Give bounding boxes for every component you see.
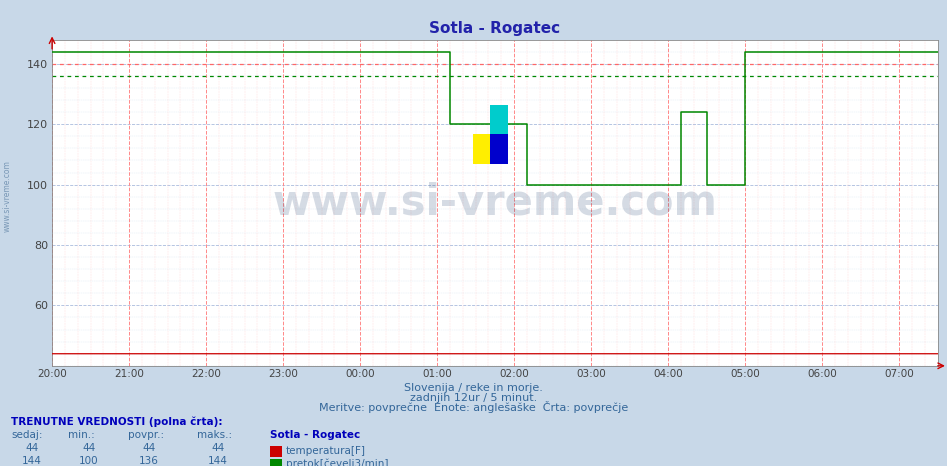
Text: povpr.:: povpr.: (128, 430, 164, 440)
Text: 44: 44 (142, 443, 155, 453)
Text: www.si-vreme.com: www.si-vreme.com (3, 160, 12, 232)
Bar (491, 105, 509, 134)
Text: Meritve: povprečne  Enote: anglešaške  Črta: povprečje: Meritve: povprečne Enote: anglešaške Črt… (319, 401, 628, 413)
Text: pretok[čevelj3/min]: pretok[čevelj3/min] (286, 459, 388, 466)
Text: Sotla - Rogatec: Sotla - Rogatec (270, 430, 360, 440)
Title: Sotla - Rogatec: Sotla - Rogatec (429, 21, 561, 36)
Bar (473, 134, 491, 164)
Text: TRENUTNE VREDNOSTI (polna črta):: TRENUTNE VREDNOSTI (polna črta): (11, 417, 223, 427)
Text: 44: 44 (211, 443, 224, 453)
Text: 100: 100 (80, 456, 98, 466)
Text: maks.:: maks.: (197, 430, 232, 440)
Text: 144: 144 (23, 456, 42, 466)
Text: www.si-vreme.com: www.si-vreme.com (273, 182, 717, 224)
Text: min.:: min.: (68, 430, 95, 440)
Text: Slovenija / reke in morje.: Slovenija / reke in morje. (404, 383, 543, 392)
Text: zadnjih 12ur / 5 minut.: zadnjih 12ur / 5 minut. (410, 393, 537, 403)
Text: 44: 44 (82, 443, 96, 453)
Text: sedaj:: sedaj: (11, 430, 43, 440)
Text: 144: 144 (208, 456, 227, 466)
Text: 44: 44 (26, 443, 39, 453)
Bar (491, 134, 509, 164)
Text: 136: 136 (139, 456, 158, 466)
Text: temperatura[F]: temperatura[F] (286, 446, 366, 456)
